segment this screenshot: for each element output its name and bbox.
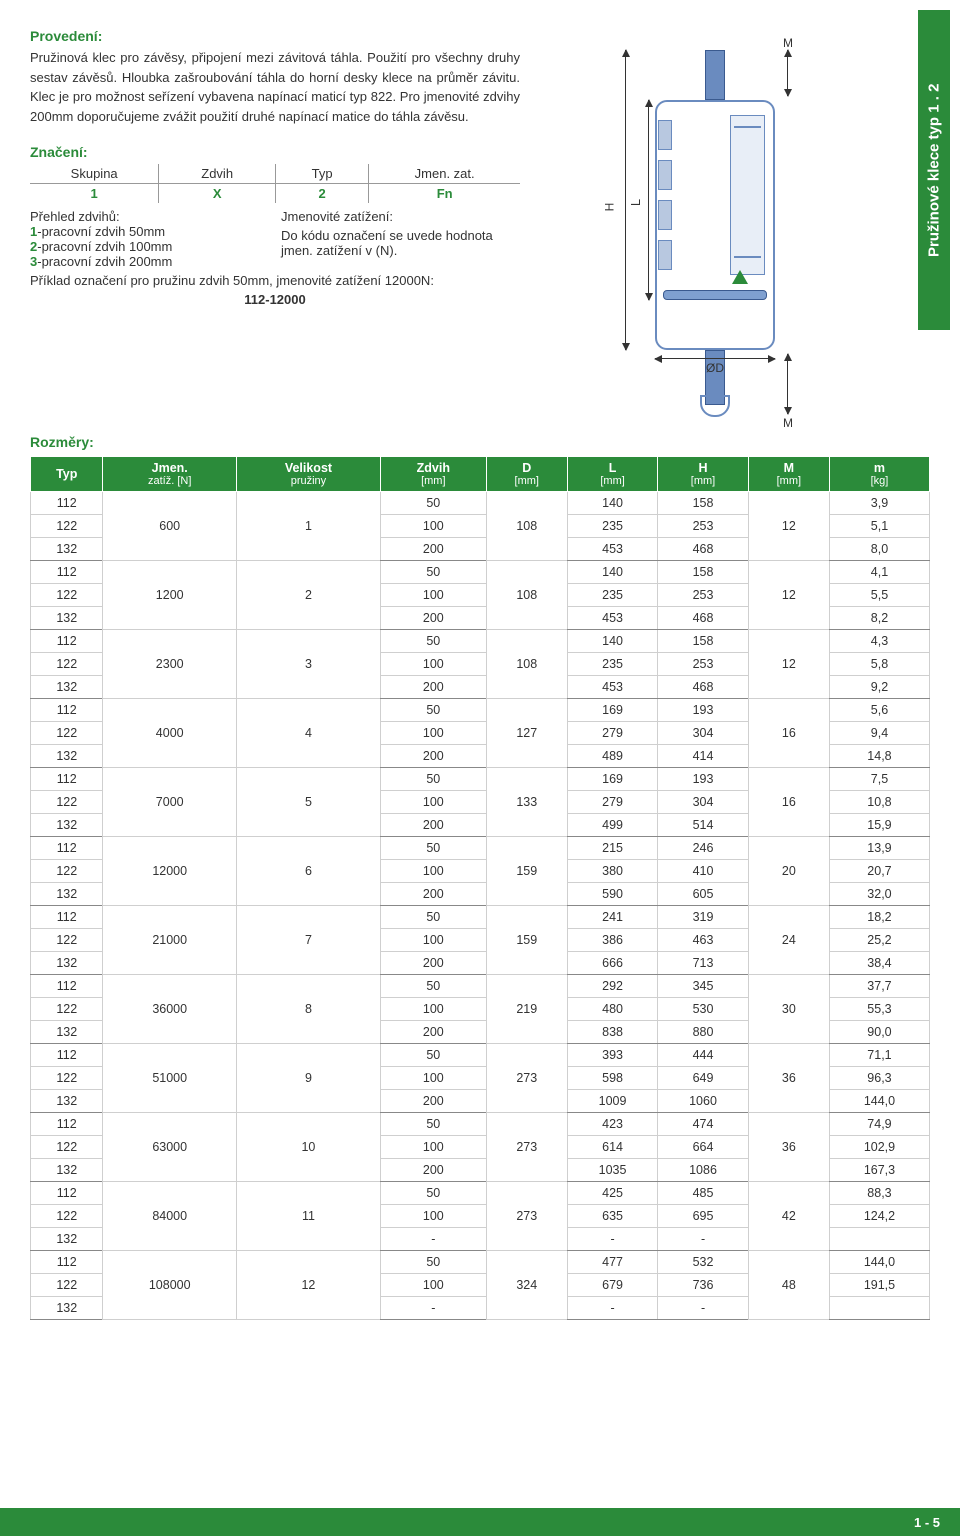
marking-val-0: 1 xyxy=(30,184,158,203)
table-header: Zdvih[mm] xyxy=(380,457,486,492)
dimensions-table: TypJmen.zatíž. [N]VelikostpružinyZdvih[m… xyxy=(30,456,930,1320)
rozmery-title: Rozměry: xyxy=(30,434,930,450)
dim-m2: M xyxy=(783,416,793,430)
dim-d: ØD xyxy=(655,361,775,375)
overview-item: 3-pracovní zdvih 200mm xyxy=(30,254,269,269)
page-content: Provedení: Pružinová klec pro závěsy, př… xyxy=(0,0,960,1380)
marking-val-3: Fn xyxy=(368,184,520,203)
example-code: 112-12000 xyxy=(30,292,520,307)
marking-val-1: X xyxy=(158,184,275,203)
table-row: 112360008502192923453037,7 xyxy=(31,975,930,998)
table-row: 1126300010502734234743674,9 xyxy=(31,1113,930,1136)
table-row: 1121200250108140158124,1 xyxy=(31,561,930,584)
table-header: m[kg] xyxy=(829,457,929,492)
technical-diagram: H L ØD M M xyxy=(555,40,855,420)
marking-grid: Skupina Zdvih Typ Jmen. zat. 1 X 2 Fn xyxy=(30,164,520,203)
dim-m1: M xyxy=(783,36,793,50)
table-row: 112120006501592152462013,9 xyxy=(31,837,930,860)
marking-hdr-2: Typ xyxy=(275,164,368,184)
overview-item: 2-pracovní zdvih 100mm xyxy=(30,239,269,254)
dim-h: H xyxy=(602,203,616,212)
table-header: Jmen.zatíž. [N] xyxy=(103,457,236,492)
overview-right-title: Jmenovité zatížení: xyxy=(281,209,520,224)
example-line: Příklad označení pro pružinu zdvih 50mm,… xyxy=(30,273,520,288)
table-row: 1127000550133169193167,5 xyxy=(31,768,930,791)
table-header: M[mm] xyxy=(748,457,829,492)
overview-right-text: Do kódu označení se uvede hodnota jmen. … xyxy=(281,228,520,258)
marking-hdr-0: Skupina xyxy=(30,164,158,184)
provedeni-title: Provedení: xyxy=(30,28,520,44)
table-header: Typ xyxy=(31,457,103,492)
marking-hdr-1: Zdvih xyxy=(158,164,275,184)
marking-val-2: 2 xyxy=(275,184,368,203)
marking-hdr-3: Jmen. zat. xyxy=(368,164,520,184)
dim-l: L xyxy=(628,199,643,206)
sidebar-tab: Pružinové klece typ 1 . 2 xyxy=(918,10,950,330)
table-header: D[mm] xyxy=(486,457,567,492)
table-row: 112600150108140158123,9 xyxy=(31,492,930,515)
page-footer: 1 - 5 xyxy=(0,1508,960,1536)
table-row: 1128400011502734254854288,3 xyxy=(31,1182,930,1205)
table-row: 1122300350108140158124,3 xyxy=(31,630,930,653)
table-header: L[mm] xyxy=(567,457,657,492)
overview-item: 1-pracovní zdvih 50mm xyxy=(30,224,269,239)
table-row: 1124000450127169193165,6 xyxy=(31,699,930,722)
table-row: 112510009502733934443671,1 xyxy=(31,1044,930,1067)
table-row: 112108000125032447753248144,0 xyxy=(31,1251,930,1274)
table-header: H[mm] xyxy=(658,457,748,492)
provedeni-text: Pružinová klec pro závěsy, připojení mez… xyxy=(30,48,520,126)
table-row: 112210007501592413192418,2 xyxy=(31,906,930,929)
table-header: Velikostpružiny xyxy=(236,457,380,492)
znaceni-title: Značení: xyxy=(30,144,520,160)
overview-block: Přehled zdvihů: 1-pracovní zdvih 50mm2-p… xyxy=(30,209,520,269)
overview-left-title: Přehled zdvihů: xyxy=(30,209,269,224)
